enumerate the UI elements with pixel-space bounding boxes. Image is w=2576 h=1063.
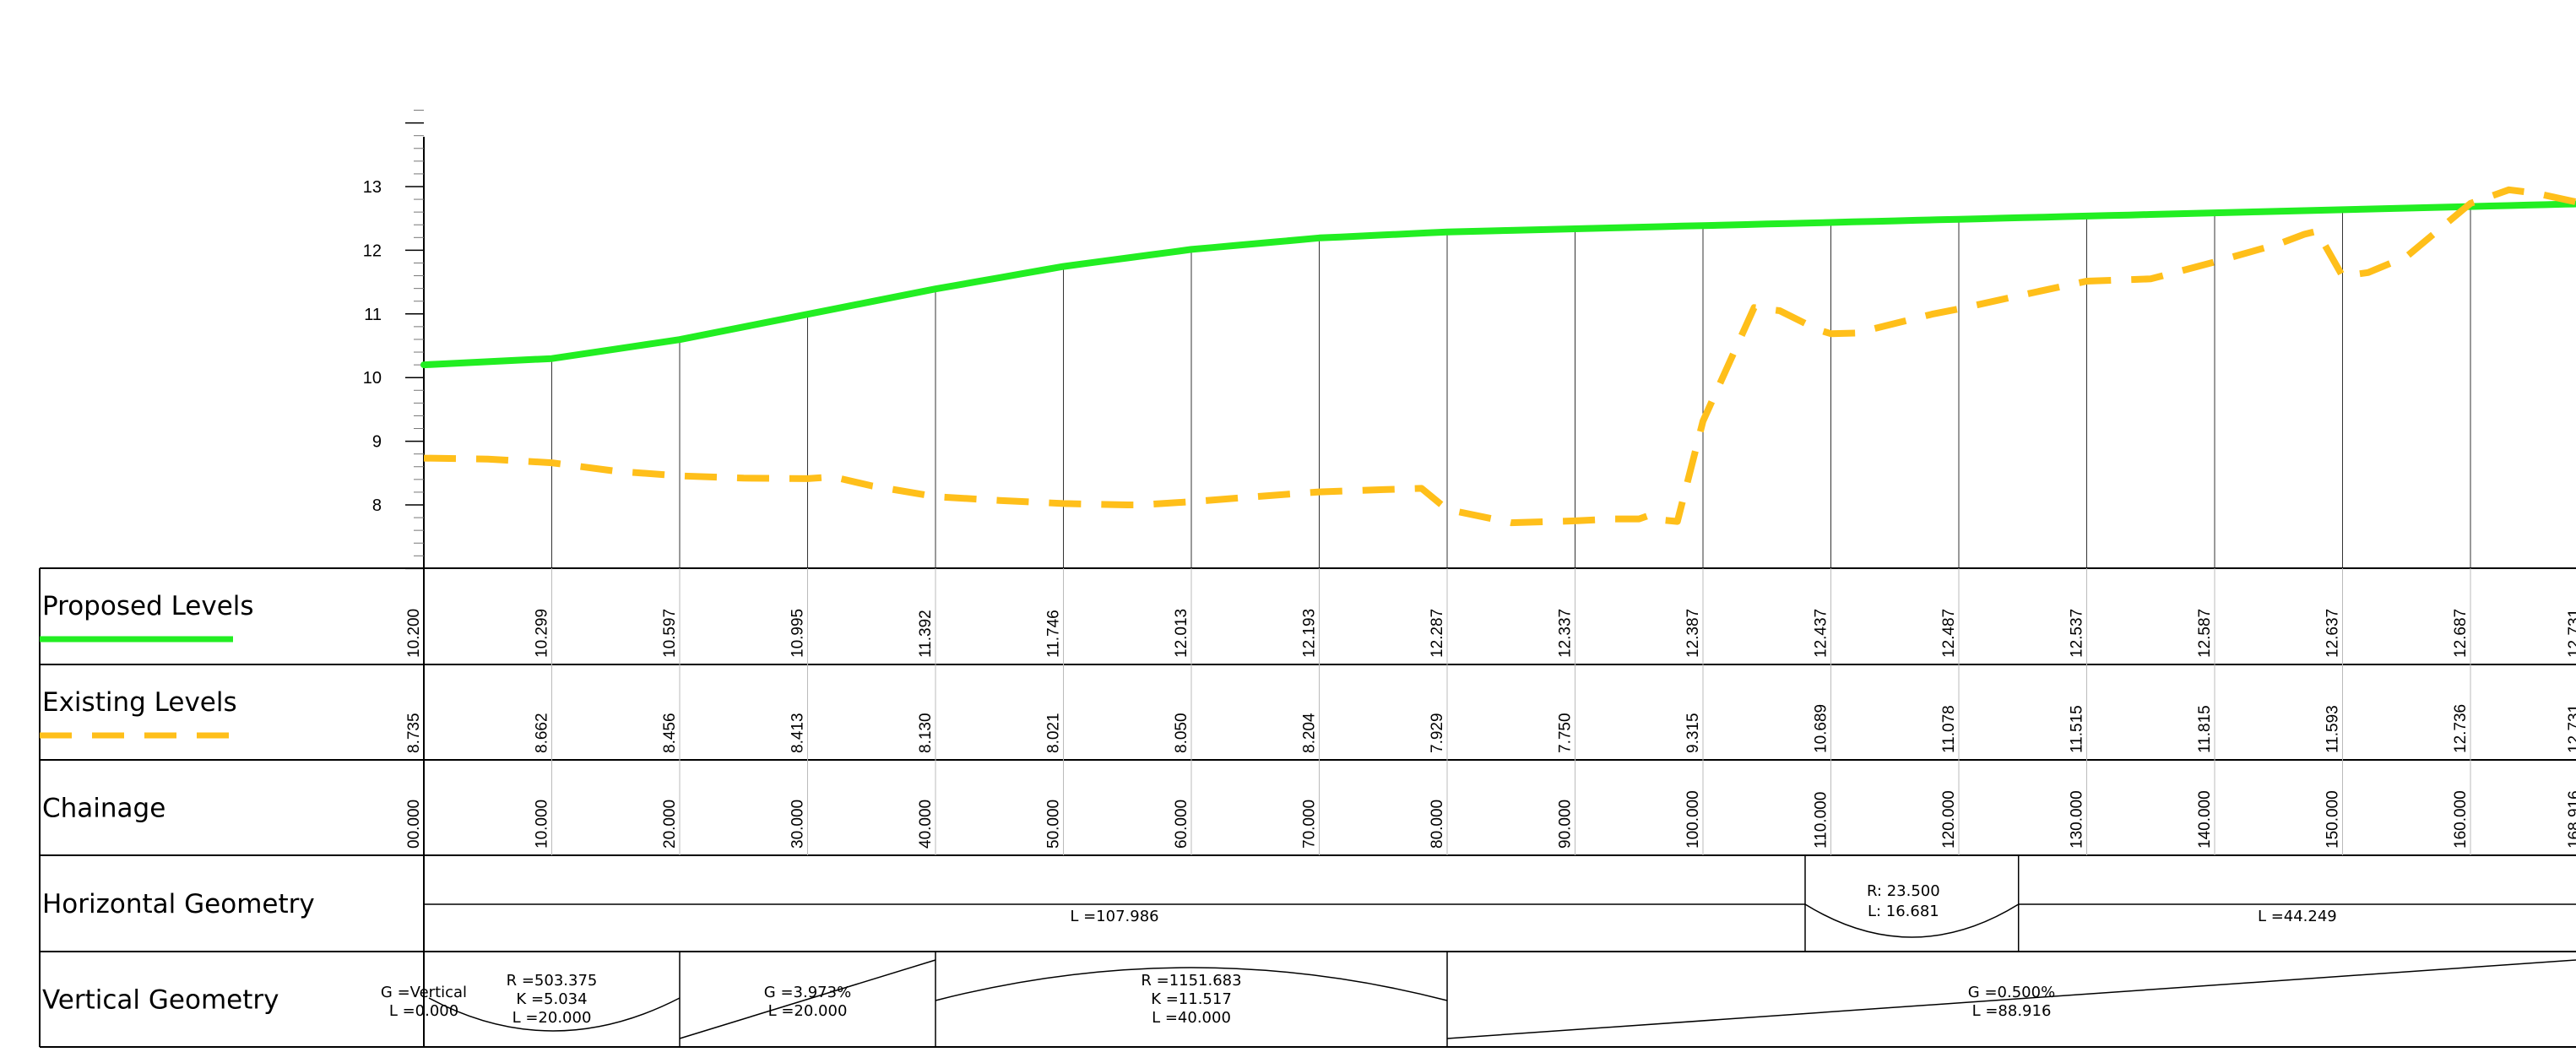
existing-value: 8.662 <box>534 713 551 753</box>
data-band-table: Proposed Levels Existing Levels Chainage Ho… <box>39 567 2576 1048</box>
chainage-value: 168.916 <box>2566 790 2576 849</box>
existing-value: 8.456 <box>661 713 679 753</box>
proposed-value: 12.437 <box>1813 609 1830 658</box>
proposed-value: 12.587 <box>2196 609 2214 658</box>
row-title-proposed: Proposed Levels <box>42 591 254 621</box>
existing-value: 10.689 <box>1813 704 1830 753</box>
chainage-value: 20.000 <box>661 800 679 849</box>
vertical-geometry-label: R =1151.683 <box>1141 972 1241 990</box>
proposed-value: 12.731 <box>2566 609 2576 658</box>
chainage-value: 40.000 <box>917 800 935 849</box>
row-title-vertical: Vertical Geometry <box>42 985 279 1016</box>
horizontal-curve-arc <box>1804 903 2020 938</box>
chainage-value: 140.000 <box>2196 790 2214 849</box>
proposed-value: 12.637 <box>2324 609 2342 658</box>
row-title-horizontal: Horizontal Geometry <box>42 889 315 919</box>
y-tick-label: 8 <box>372 496 382 515</box>
chainage-value: 80.000 <box>1429 800 1446 849</box>
existing-value: 9.315 <box>1684 713 1702 753</box>
existing-value: 8.050 <box>1173 713 1190 753</box>
existing-value: 12.731 <box>2566 704 2576 753</box>
existing-levels-line <box>423 186 2576 527</box>
vertical-geometry-label: G =0.500% <box>1968 984 2055 1001</box>
vertical-geometry-label: L =88.916 <box>1972 1002 2052 1020</box>
horizontal-curve-label: L: 16.681 <box>1868 903 1939 920</box>
y-tick-label: 9 <box>372 433 382 452</box>
y-tick-label: 10 <box>363 369 382 388</box>
proposed-value: 11.746 <box>1045 610 1063 658</box>
vertical-grade-line <box>1446 959 2576 1039</box>
horizontal-curve-label: R: 23.500 <box>1867 882 1940 900</box>
proposed-value: 10.995 <box>789 609 807 658</box>
chainage-value: 130.000 <box>2069 790 2086 849</box>
proposed-value: 12.337 <box>1557 609 1575 658</box>
proposed-value: 11.392 <box>917 610 935 658</box>
proposed-value: 10.299 <box>534 609 551 658</box>
proposed-value: 12.287 <box>1429 609 1446 658</box>
profile-plot: 8 9 10 11 12 13 <box>363 110 2576 855</box>
existing-value: 8.413 <box>789 713 807 753</box>
chainage-value: 60.000 <box>1173 800 1190 849</box>
chainage-value: 70.000 <box>1301 800 1319 849</box>
existing-value: 7.929 <box>1429 713 1446 753</box>
chainage-value: 50.000 <box>1045 800 1063 849</box>
chainage-value: 160.000 <box>2452 790 2470 849</box>
proposed-value: 10.597 <box>661 609 679 658</box>
vertical-geometry-label: K =5.034 <box>516 990 587 1008</box>
row-title-chainage: Chainage <box>42 794 165 824</box>
proposed-value: 12.537 <box>2069 609 2086 658</box>
proposed-value: 12.687 <box>2452 609 2470 658</box>
horizontal-tangent-label: L =44.249 <box>2258 908 2337 925</box>
chainage-value: 90.000 <box>1557 800 1575 849</box>
existing-value: 11.593 <box>2324 705 2342 753</box>
existing-value: 8.021 <box>1045 713 1063 753</box>
chainage-value: 120.000 <box>1940 790 1958 849</box>
vertical-sag-curve <box>428 997 681 1032</box>
existing-value: 12.736 <box>2452 704 2470 753</box>
proposed-value: 12.387 <box>1684 609 1702 658</box>
existing-value: 11.078 <box>1940 705 1958 753</box>
proposed-value: 12.487 <box>1940 609 1958 658</box>
y-tick-label: 13 <box>363 178 382 197</box>
vertical-geometry-label: G =3.973% <box>764 984 851 1001</box>
y-tick-label: 11 <box>364 306 382 324</box>
vertical-geometry-label: R =503.375 <box>507 972 598 990</box>
vertical-geometry-label: K =11.517 <box>1151 990 1232 1008</box>
existing-value: 11.515 <box>2069 705 2086 753</box>
proposed-value: 12.013 <box>1173 609 1190 658</box>
existing-value: 7.750 <box>1557 713 1575 753</box>
chainage-value: 30.000 <box>789 800 807 849</box>
existing-value: 8.130 <box>917 713 935 753</box>
chainage-value: 150.000 <box>2324 790 2342 849</box>
chainage-value: 10.000 <box>534 800 551 849</box>
vertical-crest-curve <box>935 967 1448 1001</box>
y-tick-label: 12 <box>363 241 382 260</box>
horizontal-tangent-label: L =107.986 <box>1070 908 1158 925</box>
row-title-existing: Existing Levels <box>42 687 237 718</box>
existing-value: 8.204 <box>1301 713 1319 753</box>
proposed-value: 12.193 <box>1301 609 1319 658</box>
proposed-value: 10.200 <box>405 609 423 658</box>
chainage-value: 100.000 <box>1684 790 1702 849</box>
vertical-grade-line <box>679 959 936 1039</box>
proposed-levels-line <box>420 200 2576 369</box>
chainage-value: 110.000 <box>1813 792 1830 849</box>
vertical-geometry-label: L =40.000 <box>1152 1009 1231 1027</box>
existing-value: 11.815 <box>2196 705 2214 753</box>
existing-value: 8.735 <box>405 713 423 753</box>
vertical-geometry-label: L =20.000 <box>768 1002 848 1020</box>
chainage-value: 00.000 <box>405 800 423 849</box>
vertical-geometry-label: L =20.000 <box>512 1009 592 1027</box>
